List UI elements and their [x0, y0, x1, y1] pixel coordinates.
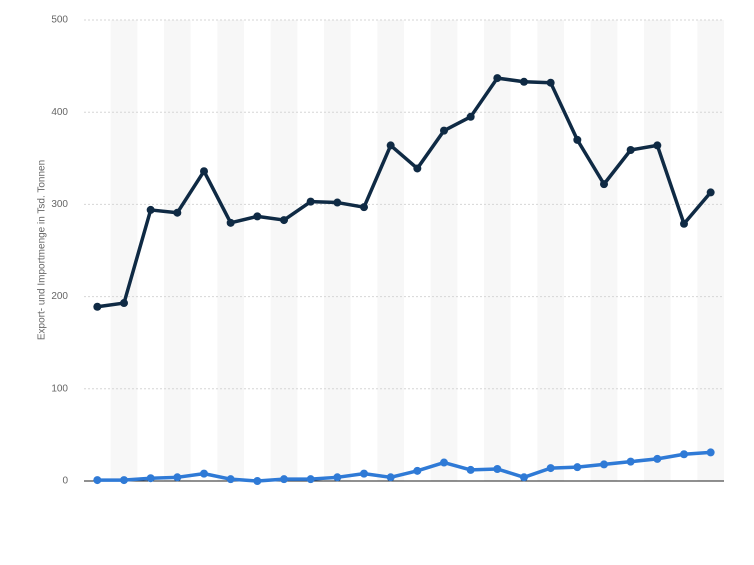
band — [164, 20, 191, 481]
data-point — [200, 469, 208, 478]
data-point — [93, 302, 102, 311]
y-axis-label: Export- und Importmenge in Tsd. Tonnen — [37, 160, 48, 340]
data-point — [173, 208, 182, 217]
data-point — [280, 216, 288, 225]
data-point — [280, 475, 288, 484]
data-point — [600, 180, 608, 189]
data-point — [333, 198, 342, 207]
band — [430, 20, 458, 481]
data-point — [706, 448, 715, 457]
data-point — [653, 141, 662, 150]
data-point — [226, 475, 235, 484]
data-point — [146, 474, 155, 483]
data-point — [440, 458, 448, 467]
data-point — [200, 167, 208, 176]
data-point — [93, 476, 102, 485]
data-point — [360, 469, 368, 478]
data-point — [120, 299, 128, 308]
series-line — [97, 76, 712, 309]
data-point — [626, 457, 635, 466]
data-point — [680, 219, 688, 228]
data-point — [466, 112, 475, 121]
y-tick-label: 200 — [51, 291, 68, 302]
data-point — [253, 212, 262, 221]
data-point — [520, 473, 528, 482]
data-point — [626, 146, 635, 155]
data-point — [440, 126, 448, 135]
band — [377, 20, 404, 481]
band — [644, 20, 671, 481]
data-point — [546, 464, 555, 473]
data-point — [226, 218, 235, 227]
band — [270, 20, 298, 481]
data-point — [386, 141, 395, 150]
data-point — [120, 476, 128, 485]
data-point — [520, 77, 528, 86]
band — [537, 20, 564, 481]
data-point — [600, 460, 608, 469]
y-tick-label: 100 — [51, 383, 68, 394]
data-point — [306, 197, 315, 206]
data-point — [173, 473, 182, 482]
data-point — [306, 475, 315, 484]
data-point — [653, 454, 662, 463]
data-point — [573, 463, 582, 472]
band — [217, 20, 244, 481]
data-point — [680, 450, 688, 459]
data-point — [573, 135, 582, 144]
data-point — [706, 188, 715, 197]
data-point — [493, 74, 502, 83]
y-tick-label: 0 — [62, 476, 68, 487]
series-line — [97, 450, 711, 483]
data-point — [333, 473, 342, 482]
data-point — [146, 205, 155, 214]
data-point — [360, 203, 368, 212]
band — [110, 20, 138, 481]
data-point — [493, 465, 502, 474]
band — [484, 20, 511, 481]
data-point — [466, 465, 475, 474]
y-tick-label: 500 — [51, 15, 68, 26]
y-tick-label: 300 — [51, 199, 68, 210]
data-point — [413, 466, 422, 475]
data-point — [413, 164, 422, 173]
data-point — [386, 473, 395, 482]
band — [590, 20, 618, 481]
data-point — [546, 78, 555, 87]
y-tick-label: 400 — [51, 107, 68, 118]
data-point — [253, 477, 262, 485]
band — [697, 20, 724, 481]
band — [324, 20, 351, 481]
